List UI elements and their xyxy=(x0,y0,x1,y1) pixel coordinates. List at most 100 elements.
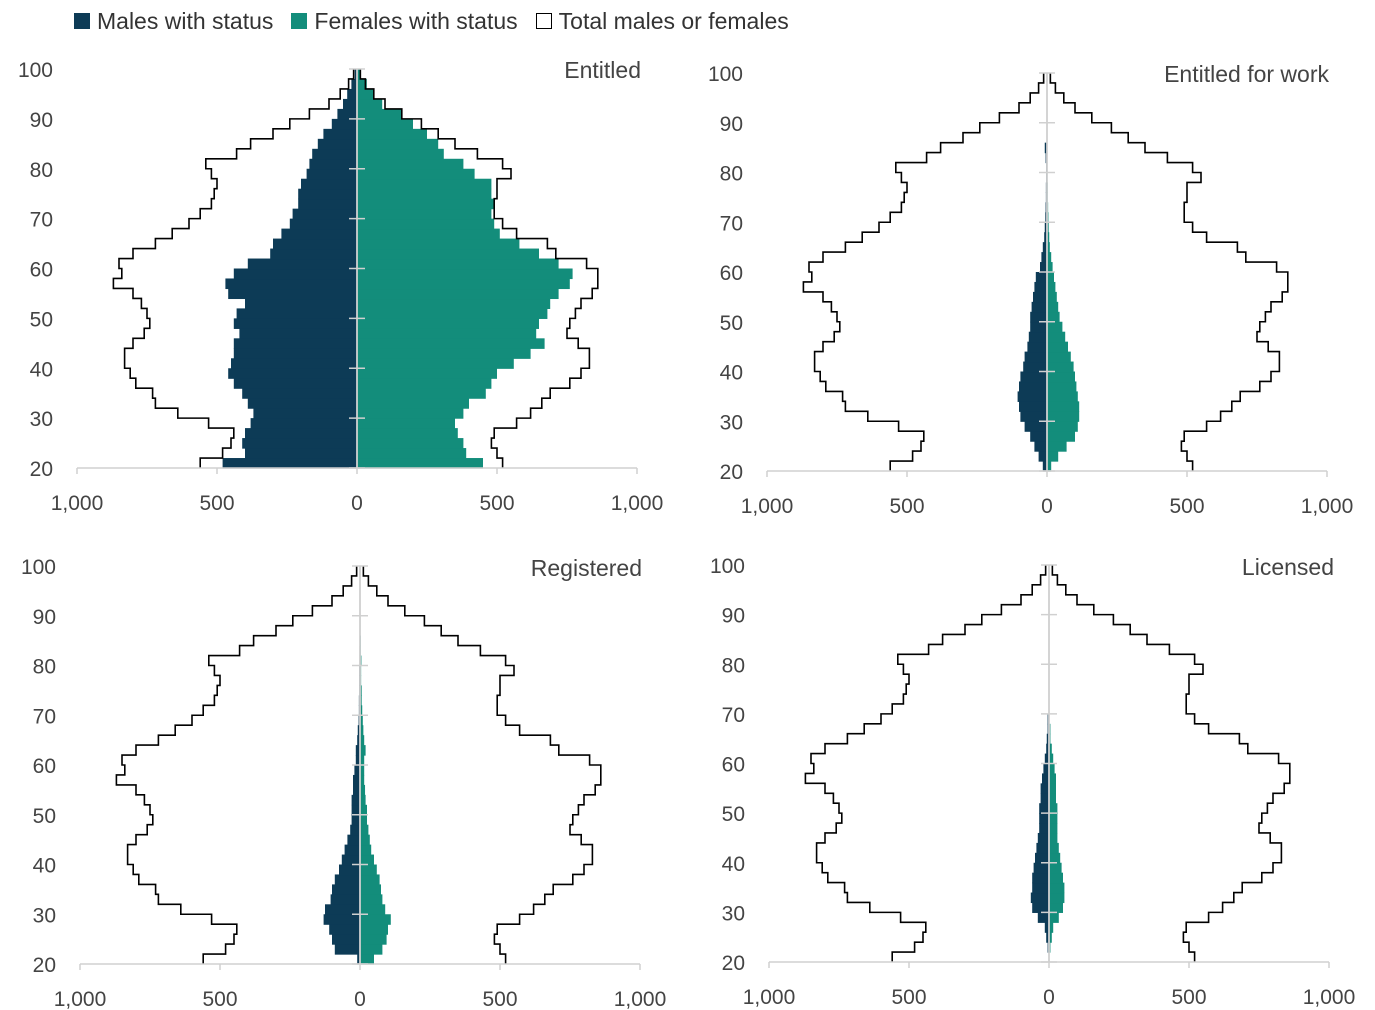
female-bar xyxy=(1049,793,1056,804)
female-bar xyxy=(360,804,367,816)
male-bar xyxy=(245,298,357,309)
male-bar xyxy=(228,288,357,300)
y-tick-label: 30 xyxy=(720,411,743,434)
male-bar xyxy=(242,438,357,449)
y-tick-label: 60 xyxy=(720,262,743,285)
female-bar xyxy=(360,765,365,776)
male-bar xyxy=(351,814,360,826)
male-bar xyxy=(332,934,360,945)
female-bar xyxy=(1047,321,1063,333)
female-bar xyxy=(1047,401,1080,412)
y-tick-label: 80 xyxy=(30,159,53,182)
male-bar xyxy=(306,168,357,180)
male-bar xyxy=(1032,902,1049,913)
chart-title: Licensed xyxy=(1242,554,1334,580)
male-bar xyxy=(1019,381,1047,392)
legend-item-total: Total males or females xyxy=(535,8,789,35)
male-bar xyxy=(245,448,357,459)
y-tick-label: 30 xyxy=(33,904,56,927)
legend-label-males: Males with status xyxy=(97,7,274,34)
y-tick-label: 70 xyxy=(722,704,745,727)
male-bar xyxy=(317,138,357,150)
female-bar xyxy=(1047,461,1052,472)
female-bar xyxy=(360,854,374,866)
x-tick-label: 0 xyxy=(354,988,366,1010)
x-tick-label: 1,000 xyxy=(741,495,794,518)
female-bar xyxy=(357,358,514,369)
female-bar xyxy=(1049,832,1058,844)
male-bar xyxy=(233,348,357,359)
male-bar xyxy=(1042,461,1047,472)
male-bar xyxy=(351,794,360,806)
female-bar xyxy=(357,458,483,469)
x-tick-label: 500 xyxy=(199,492,234,515)
female-bar xyxy=(360,814,367,826)
male-bar xyxy=(323,914,360,925)
x-tick-label: 500 xyxy=(202,988,237,1010)
male-bar xyxy=(239,328,357,339)
total-males-outline xyxy=(802,73,1045,471)
female-bar xyxy=(1047,262,1053,273)
total-females-outline xyxy=(1051,565,1291,962)
female-bar xyxy=(1049,842,1059,854)
total-males-outline xyxy=(112,69,355,468)
male-bar xyxy=(270,248,357,260)
male-bar xyxy=(1044,222,1047,233)
y-tick-label: 20 xyxy=(30,458,53,481)
female-bar xyxy=(1047,291,1057,303)
female-bar xyxy=(1047,301,1059,313)
female-bar xyxy=(360,904,386,915)
male-bar xyxy=(250,418,357,429)
y-tick-label: 50 xyxy=(30,308,53,331)
x-tick-label: 1,000 xyxy=(54,988,107,1010)
y-tick-label: 70 xyxy=(30,209,53,232)
female-bar xyxy=(1049,813,1058,824)
male-bar xyxy=(1032,872,1049,884)
female-bar xyxy=(357,328,537,339)
female-bar xyxy=(357,138,439,150)
female-bar xyxy=(357,288,559,300)
male-bar xyxy=(1040,262,1047,273)
y-tick-label: 100 xyxy=(18,59,53,82)
female-bar xyxy=(357,418,455,429)
legend-item-females: Females with status xyxy=(291,8,518,35)
male-bar xyxy=(1044,753,1049,765)
male-bar xyxy=(351,804,360,816)
female-bar xyxy=(357,308,548,319)
female-bar xyxy=(357,78,367,90)
male-bar xyxy=(355,745,360,756)
male-bar xyxy=(341,854,360,866)
male-bar xyxy=(331,118,357,130)
y-tick-label: 100 xyxy=(21,556,56,579)
female-bar xyxy=(360,874,380,885)
male-bar xyxy=(298,188,357,200)
male-bar xyxy=(1041,252,1047,263)
female-bar xyxy=(1049,753,1054,765)
male-bar xyxy=(233,378,357,389)
female-bar xyxy=(1047,361,1074,373)
y-tick-label: 30 xyxy=(30,408,53,431)
males-swatch-icon xyxy=(74,13,90,29)
female-bar xyxy=(360,944,383,955)
total-males-outline xyxy=(804,565,1047,962)
y-tick-label: 50 xyxy=(722,803,745,826)
male-bar xyxy=(301,178,357,190)
male-bar xyxy=(298,198,357,210)
female-bar xyxy=(1049,892,1065,904)
y-tick-label: 20 xyxy=(33,954,56,977)
male-bar xyxy=(292,208,357,220)
male-bar xyxy=(236,308,357,319)
male-bar xyxy=(343,98,357,110)
total-females-outline xyxy=(359,69,599,468)
female-bar xyxy=(1047,311,1060,323)
female-bar xyxy=(1049,743,1052,755)
x-tick-label: 500 xyxy=(1171,986,1206,1009)
female-bar xyxy=(357,118,413,130)
x-tick-label: 1,000 xyxy=(1303,986,1356,1009)
male-bar xyxy=(233,318,357,329)
female-bar xyxy=(1049,902,1063,913)
female-bar xyxy=(360,884,381,895)
male-bar xyxy=(1023,361,1047,373)
females-swatch-icon xyxy=(291,13,308,29)
female-bar xyxy=(1049,882,1065,894)
